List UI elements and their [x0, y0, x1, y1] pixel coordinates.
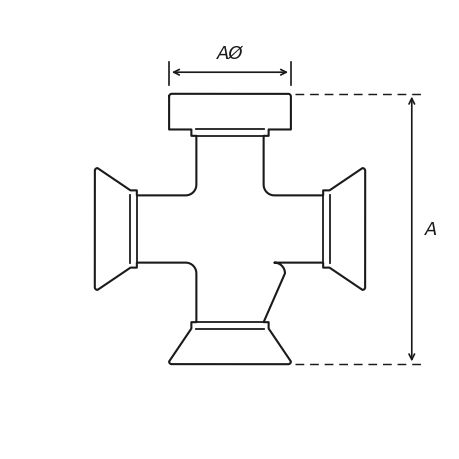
Text: A: A	[425, 220, 437, 239]
Text: AØ: AØ	[216, 45, 243, 63]
